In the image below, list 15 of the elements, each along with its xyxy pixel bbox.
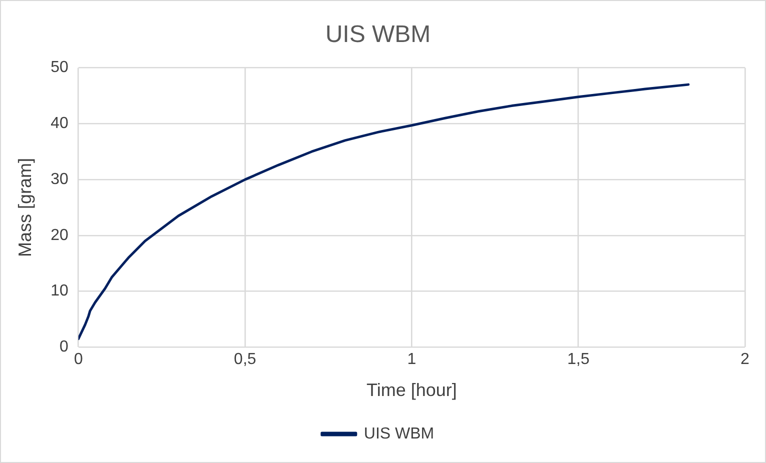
x-tick-label: 0 [74,351,83,368]
y-axis-title: Mass [gram] [14,158,35,258]
x-axis-title: Time [hour] [366,380,457,400]
y-tick-label: 30 [50,170,68,188]
y-tick-label: 10 [50,282,68,300]
y-tick-label: 50 [50,59,68,76]
legend-label: UIS WBM [364,425,434,442]
x-tick-label: 1 [407,351,416,368]
y-tick-label: 20 [50,226,68,244]
x-tick-label: 1,5 [567,351,590,368]
y-tick-label: 0 [59,338,68,356]
y-tick-label: 40 [50,115,68,132]
x-tick-label: 0,5 [234,351,256,368]
chart-title: UIS WBM [325,21,431,48]
x-tick-label: 2 [740,351,750,368]
